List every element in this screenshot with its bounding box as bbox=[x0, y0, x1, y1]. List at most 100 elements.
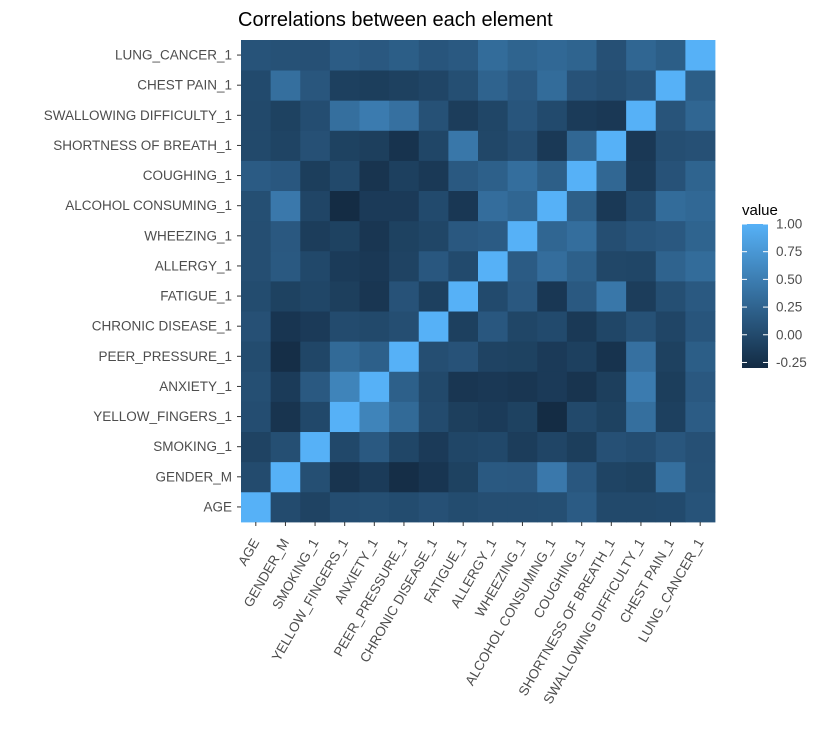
heatmap-cell bbox=[655, 160, 686, 192]
y-axis-labels: AGE GENDER_M SMOKING_1 YELLOW_FINGERS_1 ANXI… bbox=[44, 48, 241, 514]
heatmap-cell bbox=[270, 40, 301, 71]
heatmap-cell bbox=[626, 190, 657, 222]
heatmap-cell bbox=[537, 371, 568, 402]
heatmap-cell bbox=[418, 250, 449, 282]
chart-title: Correlations between each element bbox=[238, 9, 553, 31]
legend-tick-label: 0.00 bbox=[776, 327, 802, 342]
heatmap-cell bbox=[566, 431, 597, 463]
heatmap-cell bbox=[626, 100, 657, 131]
heatmap-cell bbox=[626, 491, 657, 523]
heatmap-cell bbox=[389, 401, 420, 433]
heatmap-cell bbox=[329, 341, 360, 372]
heatmap-cell bbox=[685, 371, 716, 402]
heatmap-cell bbox=[537, 250, 568, 282]
heatmap-cell bbox=[270, 70, 301, 101]
heatmap-cell bbox=[270, 130, 301, 161]
heatmap-cell bbox=[359, 160, 390, 192]
heatmap-cell bbox=[478, 311, 509, 342]
heatmap-cell bbox=[389, 250, 420, 282]
heatmap-cell bbox=[596, 401, 627, 433]
heatmap-cell bbox=[329, 220, 360, 252]
heatmap-cell bbox=[389, 461, 420, 493]
heatmap-cell bbox=[478, 431, 509, 463]
heatmap-cell bbox=[596, 40, 627, 71]
heatmap-cell bbox=[655, 40, 686, 71]
heatmap-cell bbox=[300, 220, 331, 252]
heatmap-cell bbox=[626, 160, 657, 192]
heatmap-cell bbox=[241, 341, 272, 372]
heatmap-cell bbox=[448, 220, 479, 252]
heatmap-cell bbox=[359, 250, 390, 282]
heatmap-cell bbox=[596, 281, 627, 312]
heatmap-cell bbox=[418, 341, 449, 372]
y-tick-label: AGE bbox=[203, 499, 232, 514]
heatmap-cell bbox=[300, 431, 331, 463]
heatmap-cell bbox=[685, 401, 716, 433]
heatmap-cell bbox=[241, 220, 272, 252]
heatmap-cell bbox=[389, 431, 420, 463]
heatmap-cell bbox=[448, 250, 479, 282]
heatmap-cell bbox=[300, 100, 331, 131]
legend-tick-label: -0.25 bbox=[776, 355, 807, 370]
heatmap-cell bbox=[626, 461, 657, 493]
heatmap-cell bbox=[329, 371, 360, 402]
heatmap-cell bbox=[596, 250, 627, 282]
heatmap-cell bbox=[566, 491, 597, 523]
heatmap-cell bbox=[418, 160, 449, 192]
heatmap-cell bbox=[359, 431, 390, 463]
heatmap-cell bbox=[300, 70, 331, 101]
heatmap-cell bbox=[448, 130, 479, 161]
heatmap-cell bbox=[478, 341, 509, 372]
heatmap-cell bbox=[241, 281, 272, 312]
heatmap-cell bbox=[566, 70, 597, 101]
heatmap-cell bbox=[596, 220, 627, 252]
heatmap-cell bbox=[626, 311, 657, 342]
heatmap-cell bbox=[537, 431, 568, 463]
heatmap-cell bbox=[241, 40, 272, 71]
y-tick-label: FATIGUE_1 bbox=[160, 289, 232, 304]
heatmap-cell bbox=[537, 70, 568, 101]
heatmap-cell bbox=[626, 281, 657, 312]
heatmap-cell bbox=[418, 40, 449, 71]
heatmap-cell bbox=[359, 341, 390, 372]
heatmap-cell bbox=[655, 491, 686, 523]
heatmap-cell bbox=[418, 281, 449, 312]
heatmap-cell bbox=[448, 491, 479, 523]
y-tick-label: LUNG_CANCER_1 bbox=[115, 48, 232, 63]
heatmap-cell bbox=[626, 130, 657, 161]
heatmap-cell bbox=[241, 250, 272, 282]
heatmap-cell bbox=[241, 461, 272, 493]
heatmap-cell bbox=[418, 491, 449, 523]
heatmap-cell bbox=[626, 401, 657, 433]
heatmap-cell bbox=[359, 130, 390, 161]
heatmap-cell bbox=[507, 491, 538, 523]
heatmap-cell bbox=[596, 491, 627, 523]
legend-tick-label: 0.50 bbox=[776, 272, 802, 287]
heatmap-cell bbox=[685, 250, 716, 282]
heatmap-cell bbox=[685, 311, 716, 342]
heatmap-cell bbox=[329, 461, 360, 493]
heatmap-cell bbox=[478, 160, 509, 192]
heatmap-cell bbox=[389, 190, 420, 222]
heatmap-cell bbox=[507, 250, 538, 282]
heatmap-cell bbox=[685, 70, 716, 101]
heatmap-cell bbox=[626, 70, 657, 101]
heatmap-cell bbox=[507, 311, 538, 342]
heatmap-cell bbox=[300, 401, 331, 433]
y-tick-label: CHEST PAIN_1 bbox=[137, 78, 232, 93]
heatmap-cell bbox=[478, 281, 509, 312]
heatmap-cell bbox=[389, 311, 420, 342]
heatmap-cell bbox=[685, 100, 716, 131]
heatmap-cell bbox=[507, 40, 538, 71]
heatmap-cell bbox=[507, 100, 538, 131]
heatmap-cell bbox=[507, 70, 538, 101]
heatmap-cell bbox=[566, 461, 597, 493]
legend-tick-label: 0.25 bbox=[776, 300, 802, 315]
heatmap-cell bbox=[655, 401, 686, 433]
heatmap-cell bbox=[655, 220, 686, 252]
heatmap-cell bbox=[685, 281, 716, 312]
heatmap-cell bbox=[300, 160, 331, 192]
heatmap-cell bbox=[359, 40, 390, 71]
heatmap-cell bbox=[507, 220, 538, 252]
heatmap-cell bbox=[418, 461, 449, 493]
